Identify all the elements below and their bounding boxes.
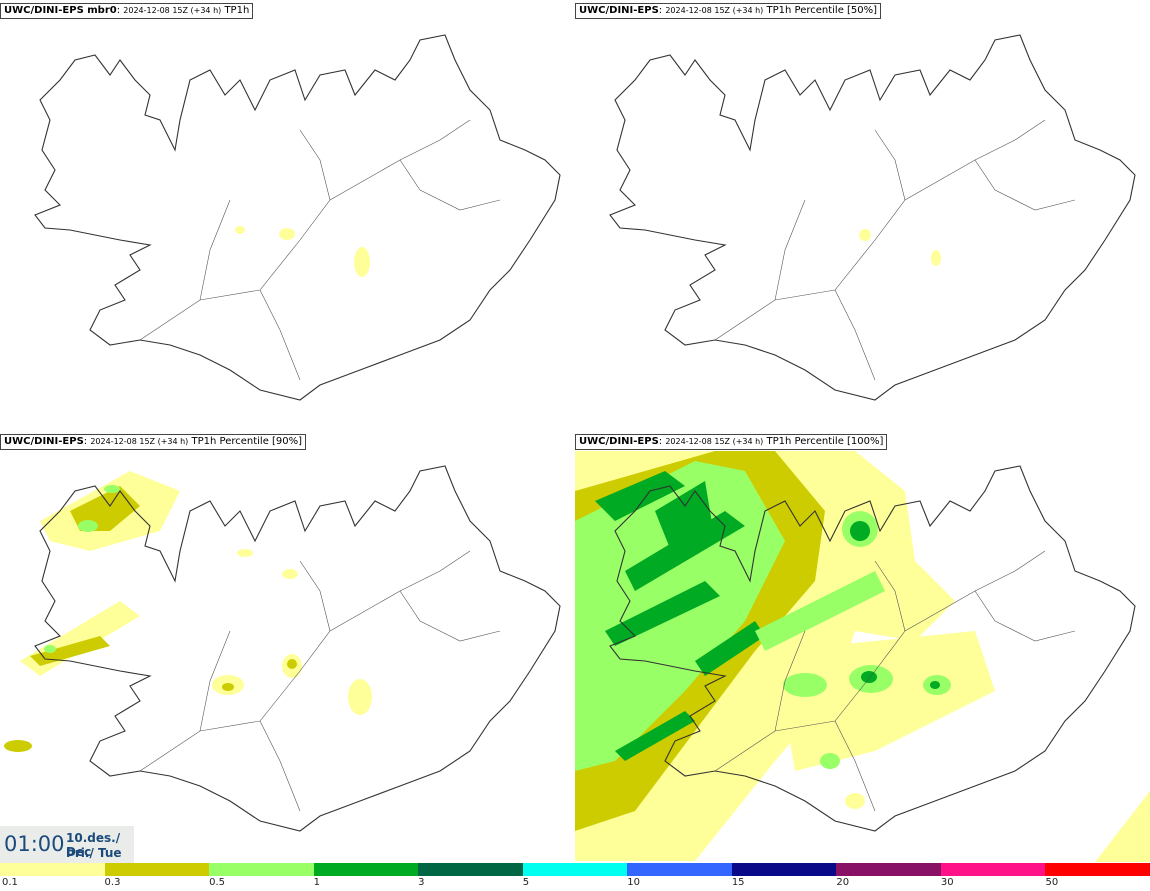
map-panel-p100: UWC/DINI-EPS: 2024-12-08 15Z (+34 h) TP1…: [575, 431, 1150, 862]
panel-run: 2024-12-08 15Z (+34 h): [665, 6, 764, 15]
panel-model: UWC/DINI-EPS: [579, 5, 659, 16]
precip-layer: [859, 229, 941, 266]
legend-label: 20: [836, 877, 850, 888]
legend-color-bar: [0, 863, 1150, 876]
panel-title: UWC/DINI-EPS: 2024-12-08 15Z (+34 h) TP1…: [0, 434, 307, 450]
legend-swatch: [104, 863, 210, 876]
valid-time-box: 01:00 10.des./ Dec Þri./ Tue: [0, 826, 134, 863]
iceland-outline: [609, 34, 1136, 401]
map-p100: [575, 451, 1150, 862]
legend-label: 5: [522, 877, 530, 888]
precip-layer: [4, 471, 372, 752]
map-p90: [4, 465, 561, 832]
map-member0: [34, 34, 561, 401]
legend-swatch: [209, 863, 314, 876]
panel-field: TP1h Percentile [50%]: [766, 5, 878, 16]
interior-lines: [139, 550, 501, 812]
legend-swatch: [0, 863, 105, 876]
valid-weekday: Þri./ Tue: [66, 846, 122, 860]
panel-title: UWC/DINI-EPS: 2024-12-08 15Z (+34 h) TP1…: [575, 434, 888, 450]
panel-run: 2024-12-08 15Z (+34 h): [665, 437, 764, 446]
panel-run: 2024-12-08 15Z (+34 h): [90, 437, 189, 446]
legend-swatch: [313, 863, 419, 876]
panel-title: UWC/DINI-EPS mbr0: 2024-12-08 15Z (+34 h…: [0, 3, 254, 19]
legend-swatch: [940, 863, 1046, 876]
legend-label: 15: [731, 877, 745, 888]
legend-swatch: [627, 863, 732, 876]
panel-field: TP1h: [224, 5, 250, 16]
iceland-outline: [609, 465, 1136, 832]
legend-label: 1: [313, 877, 320, 888]
iceland-outline: [34, 465, 561, 832]
legend-swatch: [418, 863, 523, 876]
interior-lines: [714, 119, 1076, 381]
valid-hour: 01:00: [4, 832, 65, 856]
panel-title: UWC/DINI-EPS: 2024-12-08 15Z (+34 h) TP1…: [575, 3, 882, 19]
panel-model: UWC/DINI-EPS: [4, 436, 84, 447]
panel-model: UWC/DINI-EPS mbr0: [4, 5, 117, 16]
legend-label: 0.3: [104, 877, 121, 888]
legend-swatch: [522, 863, 628, 876]
valid-date: 10.des./ Dec: [66, 831, 121, 859]
panel-field: TP1h Percentile [90%]: [191, 436, 303, 447]
panel-run: 2024-12-08 15Z (+34 h): [123, 6, 222, 15]
legend-label: 0.5: [209, 877, 225, 888]
map-panel-p90: UWC/DINI-EPS: 2024-12-08 15Z (+34 h) TP1…: [0, 431, 575, 862]
legend-swatch: [731, 863, 837, 876]
legend-swatch: [1045, 863, 1150, 876]
legend-label: 30: [940, 877, 954, 888]
color-legend: 0.1 0.3 0.5 1 3 5 10 15 20 30 50: [0, 863, 1150, 891]
interior-lines: [714, 550, 1076, 812]
panel-field: TP1h Percentile [100%]: [766, 436, 884, 447]
map-panel-member0: UWC/DINI-EPS mbr0: 2024-12-08 15Z (+34 h…: [0, 0, 575, 431]
precip-layer: [235, 226, 370, 277]
interior-lines: [139, 119, 501, 381]
legend-label: 0.1: [2, 877, 18, 888]
panel-model: UWC/DINI-EPS: [579, 436, 659, 447]
legend-label: 3: [418, 877, 425, 888]
map-p50: [609, 34, 1136, 401]
precip-layer: [575, 451, 1150, 862]
legend-label: 50: [1045, 877, 1059, 888]
legend-swatch: [836, 863, 941, 876]
iceland-outline: [34, 34, 561, 401]
legend-label: 10: [627, 877, 640, 888]
map-panel-p50: UWC/DINI-EPS: 2024-12-08 15Z (+34 h) TP1…: [575, 0, 1150, 431]
